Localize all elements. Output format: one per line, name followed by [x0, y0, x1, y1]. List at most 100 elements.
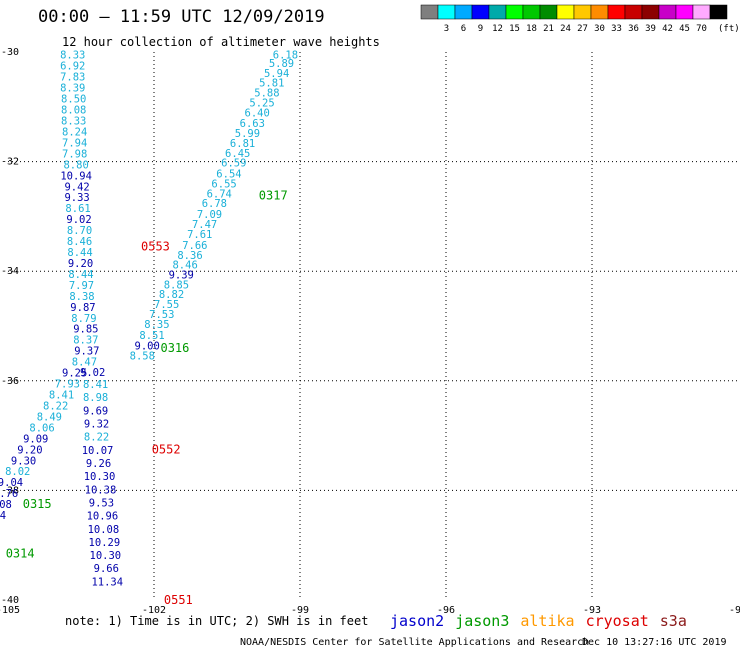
colorbar-label: 70 [696, 24, 707, 34]
wave-height-point: 7.66 [182, 240, 207, 252]
wave-height-point: 8.35 [144, 319, 169, 331]
wave-height-point: 5.89 [269, 58, 294, 70]
wave-height-point: 6.92 [60, 61, 85, 73]
wave-height-point: 7.09 [197, 209, 222, 221]
chart-subtitle: 12 hour collection of altimeter wave hei… [62, 35, 380, 49]
wave-height-point: 8.08 [61, 105, 86, 117]
y-tick-label: -40 [1, 595, 19, 606]
wave-height-point: 7.61 [187, 229, 212, 241]
wave-height-point: 8.70 [67, 225, 92, 237]
x-tick-label: -90 [729, 605, 740, 616]
wave-height-point: 11.34 [91, 576, 123, 588]
wave-height-point: 9.66 [94, 563, 119, 575]
wave-height-point: 6.81 [230, 138, 255, 150]
wave-height-point: 9.87 [70, 302, 95, 314]
wave-height-point: 9.20 [68, 258, 93, 270]
wave-height-point: 8.79 [71, 313, 96, 325]
units-note: note: 1) Time is in UTC; 2) SWH is in fe… [65, 614, 368, 628]
wave-height-point: 8.46 [172, 260, 197, 272]
wave-height-point: 9.53 [89, 497, 114, 509]
wave-height-point: 5.94 [264, 68, 289, 80]
wave-height-point: 8.47 [72, 357, 97, 369]
colorbar-unit: (ft) [718, 24, 740, 34]
colorbar-legend: 3 6 9 12 15 18 21 24 27 30 33 36 39 42 45 70 (ft) [420, 4, 740, 34]
wave-height-point: 9.44 [0, 510, 6, 522]
colorbar-swatch [505, 4, 524, 20]
x-tick-label: -93 [583, 605, 601, 616]
colorbar-label: 45 [679, 24, 690, 34]
wave-height-point: 8.39 [60, 83, 85, 95]
wave-height-point: 9.32 [84, 419, 109, 431]
colorbar-label: 33 [611, 24, 622, 34]
colorbar-swatch [539, 4, 558, 20]
colorbar-label: 24 [560, 24, 571, 34]
legend-jason2: jason2 [390, 612, 444, 630]
pass-label: 0315 [23, 497, 52, 511]
pass-label: 0316 [160, 341, 189, 355]
wave-height-point: 6.55 [211, 179, 236, 191]
pass-label: 0317 [259, 189, 288, 203]
wave-height-point: 9.69 [83, 405, 108, 417]
wave-height-point: 7.98 [62, 148, 87, 160]
wave-height-point: 9.42 [64, 181, 89, 193]
pass-label: 0314 [6, 546, 35, 560]
wave-height-point: 9.30 [11, 455, 36, 467]
colorbar-label: 21 [543, 24, 554, 34]
legend-altika: altika [520, 612, 574, 630]
colorbar-label: 27 [577, 24, 588, 34]
wave-height-point: 10.29 [89, 537, 121, 549]
wave-height-point: 7.97 [69, 280, 94, 292]
colorbar-swatch [692, 4, 711, 20]
y-tick-label: -30 [1, 47, 19, 58]
colorbar-swatch [607, 4, 626, 20]
wave-height-point: 9.85 [73, 324, 98, 336]
colorbar-swatch [437, 4, 456, 20]
wave-height-point: 8.37 [73, 335, 98, 347]
wave-height-point: 10.38 [85, 484, 117, 496]
colorbar-swatch [573, 4, 592, 20]
colorbar-swatch [556, 4, 575, 20]
colorbar-swatch [454, 4, 473, 20]
colorbar-swatch [709, 4, 728, 20]
wave-height-point: 8.44 [67, 247, 92, 259]
colorbar-swatch [471, 4, 490, 20]
colorbar-swatch [420, 4, 439, 20]
wave-height-point: 6.74 [207, 188, 232, 200]
wave-height-point: 9.02 [66, 214, 91, 226]
colorbar-label: 18 [526, 24, 537, 34]
wave-height-point: 5.25 [249, 97, 274, 109]
wave-height-point: 6.40 [245, 107, 270, 119]
map-grid [8, 52, 738, 600]
wave-height-point: 9.39 [169, 269, 194, 281]
wave-height-values: 8.336.927.838.398.508.088.338.247.947.98… [0, 50, 298, 589]
wave-height-point: 8.24 [62, 126, 87, 138]
wave-height-point: 5.81 [259, 78, 284, 90]
x-tick-label: -96 [437, 605, 455, 616]
wave-height-point: 9.02 [80, 367, 105, 379]
wave-height-point: 9.00 [135, 341, 160, 353]
wave-height-point: 7.53 [149, 309, 174, 321]
y-tick-label: -36 [1, 376, 19, 387]
wave-height-point: 9.09 [23, 433, 48, 445]
wave-height-point: 8.22 [84, 432, 109, 444]
wave-height-point: 8.82 [159, 289, 184, 301]
colorbar-label: 30 [594, 24, 605, 34]
colorbar-swatch [590, 4, 609, 20]
legend-cryosat: cryosat [586, 612, 649, 630]
wave-height-point: 8.61 [65, 203, 90, 215]
wave-height-point: 7.83 [60, 72, 85, 84]
legend-s3a: s3a [660, 612, 687, 630]
wave-height-point: 8.22 [43, 400, 68, 412]
colorbar-label: 39 [645, 24, 656, 34]
wave-height-point: 9.04 [0, 477, 23, 489]
wave-height-point: 8.02 [5, 466, 30, 478]
wave-height-point: 8.85 [164, 279, 189, 291]
satellite-legend: jason2 jason3 altika cryosat s3a [390, 612, 687, 630]
wave-height-point: 10.07 [82, 445, 114, 457]
wave-height-point: 9.20 [17, 444, 42, 456]
timestamp-text: Dec 10 13:27:16 UTC 2019 [582, 637, 727, 648]
wave-height-point: 10.96 [87, 511, 119, 523]
x-tick-label: -102 [142, 605, 166, 616]
colorbar-label: 9 [478, 24, 483, 34]
pass-label: 0553 [141, 240, 170, 254]
